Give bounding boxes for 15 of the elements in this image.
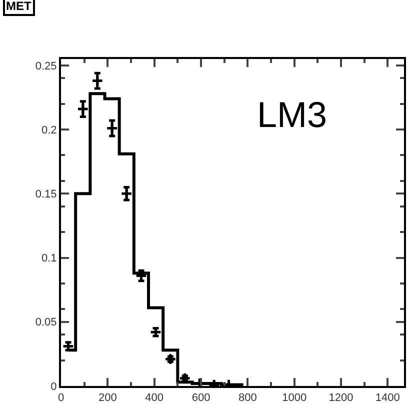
x-tick-label: 1400 xyxy=(375,392,400,404)
y-tick-label: 0.05 xyxy=(35,316,57,329)
chart-title: MET xyxy=(6,0,32,13)
y-tick-label: 0.1 xyxy=(42,252,57,265)
x-tick-label: 600 xyxy=(192,392,210,404)
x-tick-label: 1000 xyxy=(282,392,307,404)
y-tick-label: 0.2 xyxy=(42,124,57,136)
x-tick-label: 1200 xyxy=(328,392,354,404)
annotation: LM3 xyxy=(257,94,328,135)
y-tick-label: 0 xyxy=(50,380,57,393)
x-tick-label: 200 xyxy=(98,392,117,404)
x-tick-label: 400 xyxy=(145,392,164,404)
x-tick-label: 800 xyxy=(238,392,257,404)
y-tick-label: 0.25 xyxy=(35,60,57,72)
y-tick-label: 0.15 xyxy=(35,188,57,200)
